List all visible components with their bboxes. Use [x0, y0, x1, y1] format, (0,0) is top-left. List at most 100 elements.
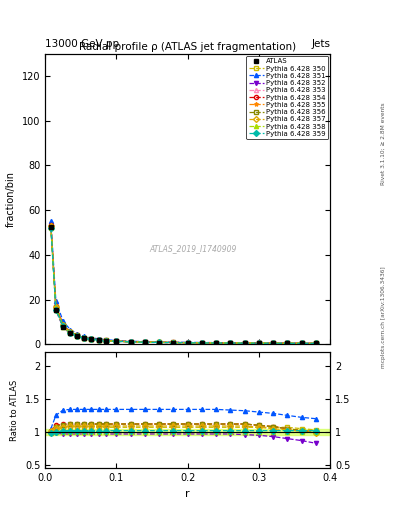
Pythia 6.428 356 — [157, 339, 162, 346]
Pythia 6.428 357 — [299, 340, 304, 347]
Pythia 6.428 356 — [299, 340, 304, 347]
Pythia 6.428 355 — [185, 339, 190, 346]
Pythia 6.428 357 — [285, 340, 290, 346]
Pythia 6.428 351 — [299, 340, 304, 346]
Pythia 6.428 352 — [96, 337, 101, 344]
Pythia 6.428 356 — [242, 340, 247, 346]
ATLAS — [89, 336, 94, 343]
Pythia 6.428 355 — [200, 339, 204, 346]
Pythia 6.428 357 — [128, 338, 133, 345]
Pythia 6.428 351 — [89, 335, 94, 341]
Line: ATLAS: ATLAS — [48, 224, 318, 346]
Pythia 6.428 352 — [214, 340, 219, 346]
Pythia 6.428 358 — [49, 224, 53, 230]
Pythia 6.428 350 — [143, 339, 147, 345]
ATLAS — [257, 340, 261, 346]
Pythia 6.428 351 — [61, 318, 65, 324]
Pythia 6.428 356 — [82, 335, 87, 341]
Pythia 6.428 354 — [96, 336, 101, 343]
Line: Pythia 6.428 359: Pythia 6.428 359 — [49, 226, 318, 346]
Pythia 6.428 350 — [128, 339, 133, 345]
Pythia 6.428 359 — [114, 338, 119, 345]
Pythia 6.428 355 — [89, 336, 94, 342]
ATLAS — [314, 340, 318, 347]
Pythia 6.428 358 — [114, 338, 119, 345]
Pythia 6.428 359 — [82, 335, 87, 342]
Pythia 6.428 351 — [271, 340, 275, 346]
Pythia 6.428 353 — [228, 340, 233, 346]
Pythia 6.428 358 — [82, 335, 87, 342]
Pythia 6.428 354 — [103, 337, 108, 344]
Pythia 6.428 354 — [171, 339, 176, 346]
Pythia 6.428 350 — [314, 340, 318, 347]
Pythia 6.428 354 — [242, 340, 247, 346]
Pythia 6.428 355 — [143, 339, 147, 345]
Pythia 6.428 355 — [53, 304, 58, 310]
Pythia 6.428 354 — [75, 332, 80, 338]
Text: Jets: Jets — [311, 38, 330, 49]
Pythia 6.428 356 — [75, 332, 80, 338]
Pythia 6.428 359 — [271, 340, 275, 346]
Pythia 6.428 351 — [128, 338, 133, 344]
Pythia 6.428 359 — [68, 330, 72, 336]
Pythia 6.428 353 — [143, 339, 147, 345]
Pythia 6.428 352 — [157, 339, 162, 346]
Pythia 6.428 355 — [68, 329, 72, 335]
Pythia 6.428 356 — [285, 340, 290, 346]
Pythia 6.428 350 — [257, 340, 261, 346]
ATLAS — [299, 340, 304, 347]
Pythia 6.428 359 — [53, 307, 58, 313]
Pythia 6.428 352 — [257, 340, 261, 346]
Pythia 6.428 353 — [103, 337, 108, 344]
Pythia 6.428 351 — [82, 333, 87, 339]
Pythia 6.428 356 — [271, 340, 275, 346]
Pythia 6.428 353 — [96, 336, 101, 343]
Pythia 6.428 358 — [299, 340, 304, 347]
Pythia 6.428 354 — [143, 339, 147, 345]
Pythia 6.428 359 — [257, 340, 261, 346]
Pythia 6.428 358 — [143, 339, 147, 346]
Pythia 6.428 357 — [68, 329, 72, 335]
Pythia 6.428 356 — [171, 339, 176, 346]
Pythia 6.428 354 — [314, 340, 318, 347]
Pythia 6.428 353 — [157, 339, 162, 346]
ATLAS — [61, 324, 65, 330]
Y-axis label: fraction/bin: fraction/bin — [6, 171, 16, 227]
Pythia 6.428 352 — [128, 339, 133, 345]
Pythia 6.428 352 — [271, 340, 275, 347]
Pythia 6.428 358 — [257, 340, 261, 346]
Pythia 6.428 357 — [61, 322, 65, 328]
Text: Rivet 3.1.10; ≥ 2.8M events: Rivet 3.1.10; ≥ 2.8M events — [381, 102, 386, 185]
Pythia 6.428 358 — [200, 340, 204, 346]
ATLAS — [49, 224, 53, 230]
Pythia 6.428 359 — [171, 339, 176, 346]
Pythia 6.428 351 — [96, 336, 101, 342]
Pythia 6.428 359 — [128, 339, 133, 345]
ATLAS — [171, 339, 176, 346]
Pythia 6.428 353 — [128, 338, 133, 345]
Pythia 6.428 351 — [214, 339, 219, 346]
Pythia 6.428 350 — [114, 338, 119, 344]
Pythia 6.428 350 — [285, 340, 290, 346]
Pythia 6.428 355 — [82, 335, 87, 341]
ATLAS — [185, 340, 190, 346]
Pythia 6.428 359 — [185, 339, 190, 346]
Line: Pythia 6.428 357: Pythia 6.428 357 — [49, 224, 318, 346]
Pythia 6.428 353 — [185, 339, 190, 346]
Pythia 6.428 358 — [242, 340, 247, 346]
Pythia 6.428 352 — [285, 340, 290, 347]
Bar — [45, 429, 330, 435]
Pythia 6.428 354 — [128, 338, 133, 345]
Pythia 6.428 356 — [214, 340, 219, 346]
Pythia 6.428 352 — [228, 340, 233, 346]
Pythia 6.428 357 — [257, 340, 261, 346]
Pythia 6.428 357 — [228, 340, 233, 346]
Pythia 6.428 355 — [75, 332, 80, 338]
Pythia 6.428 355 — [157, 339, 162, 346]
Pythia 6.428 357 — [314, 340, 318, 347]
Pythia 6.428 351 — [103, 336, 108, 343]
Pythia 6.428 355 — [228, 340, 233, 346]
X-axis label: r: r — [185, 489, 190, 499]
Pythia 6.428 357 — [200, 340, 204, 346]
Pythia 6.428 350 — [96, 337, 101, 343]
